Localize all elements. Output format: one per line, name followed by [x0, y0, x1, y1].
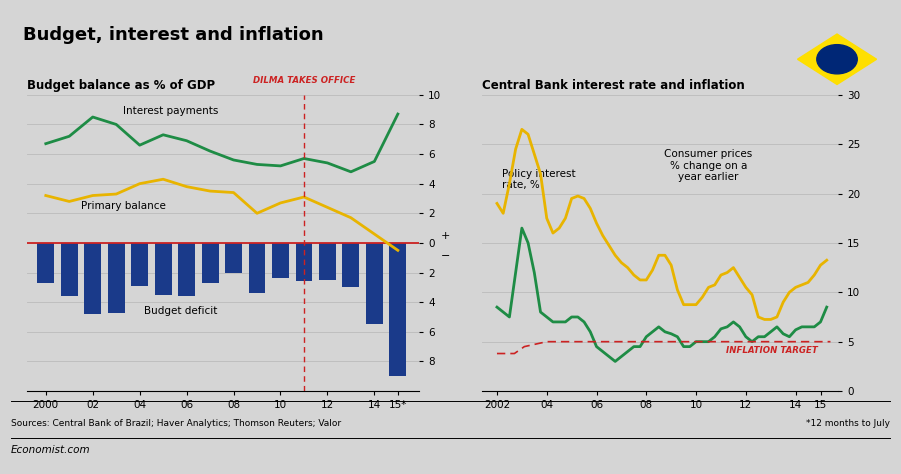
Bar: [108, 243, 124, 312]
Bar: [366, 243, 383, 324]
Text: Interest payments: Interest payments: [123, 106, 219, 116]
Text: Sources: Central Bank of Brazil; Haver Analytics; Thomson Reuters; Valor: Sources: Central Bank of Brazil; Haver A…: [11, 419, 341, 428]
Bar: [202, 243, 219, 283]
Text: Economist.com: Economist.com: [11, 445, 90, 455]
Bar: [178, 243, 196, 296]
Text: −: −: [441, 251, 450, 261]
Text: Primary balance: Primary balance: [81, 201, 166, 211]
Text: Policy interest
rate, %: Policy interest rate, %: [502, 169, 576, 191]
Text: +: +: [441, 230, 450, 240]
Bar: [296, 243, 313, 282]
Bar: [85, 243, 101, 314]
Text: INFLATION TARGET: INFLATION TARGET: [726, 346, 818, 355]
Text: Budget balance as % of GDP: Budget balance as % of GDP: [27, 79, 215, 92]
Bar: [389, 243, 406, 376]
Text: Central Bank interest rate and inflation: Central Bank interest rate and inflation: [482, 79, 745, 92]
Bar: [132, 243, 148, 286]
Bar: [249, 243, 266, 293]
Bar: [225, 243, 242, 273]
Polygon shape: [797, 34, 877, 84]
Text: Budget deficit: Budget deficit: [144, 306, 218, 316]
Bar: [37, 243, 54, 283]
Text: DILMA TAKES OFFICE: DILMA TAKES OFFICE: [253, 76, 355, 85]
Bar: [272, 243, 289, 279]
Bar: [61, 243, 77, 296]
Bar: [319, 243, 336, 280]
Circle shape: [817, 45, 857, 74]
Text: *12 months to July: *12 months to July: [806, 419, 890, 428]
Bar: [155, 243, 171, 295]
Bar: [342, 243, 359, 287]
Text: Consumer prices
% change on a
year earlier: Consumer prices % change on a year earli…: [664, 149, 752, 182]
Text: Budget, interest and inflation: Budget, interest and inflation: [23, 26, 324, 44]
